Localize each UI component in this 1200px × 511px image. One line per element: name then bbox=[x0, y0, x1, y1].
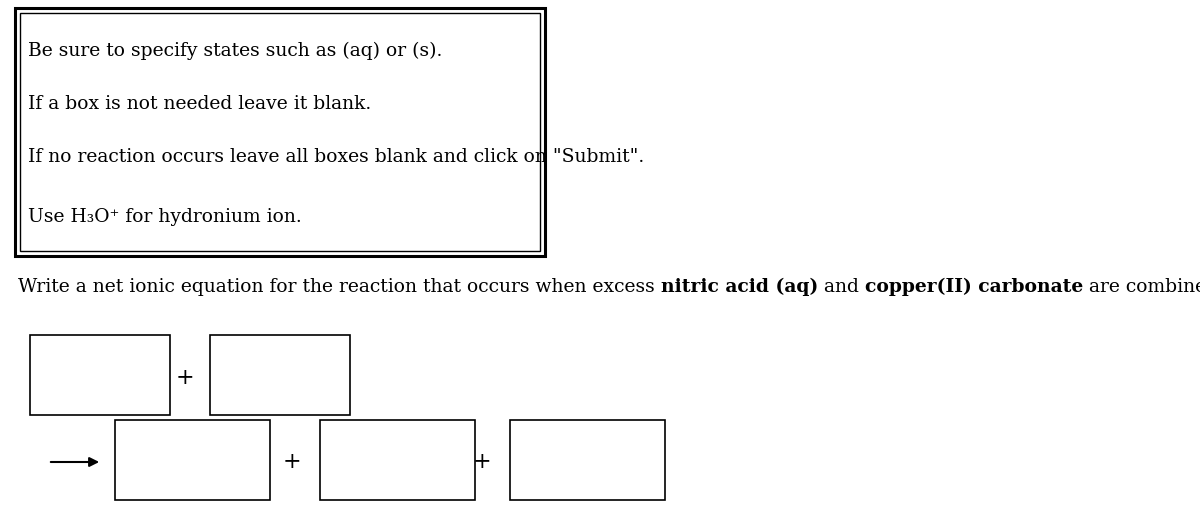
Text: and: and bbox=[818, 278, 865, 296]
Bar bbox=[510, 420, 665, 500]
Bar bbox=[20, 13, 540, 251]
Bar bbox=[320, 420, 475, 500]
Text: are combined.: are combined. bbox=[1084, 278, 1200, 296]
Text: Use H₃O⁺ for hydronium ion.: Use H₃O⁺ for hydronium ion. bbox=[28, 208, 301, 226]
Text: +: + bbox=[175, 367, 194, 389]
Text: If a box is not needed leave it blank.: If a box is not needed leave it blank. bbox=[28, 95, 371, 113]
Text: copper(II) carbonate: copper(II) carbonate bbox=[865, 278, 1084, 296]
Text: nitric acid (aq): nitric acid (aq) bbox=[661, 278, 818, 296]
Text: +: + bbox=[473, 451, 491, 473]
Bar bbox=[115, 420, 270, 500]
Text: +: + bbox=[283, 451, 301, 473]
Text: Write a net ionic equation for the reaction that occurs when excess: Write a net ionic equation for the react… bbox=[18, 278, 661, 296]
Text: If no reaction occurs leave all boxes blank and click on "Submit".: If no reaction occurs leave all boxes bl… bbox=[28, 148, 644, 166]
Bar bbox=[30, 335, 170, 415]
Bar bbox=[14, 8, 545, 256]
Bar bbox=[210, 335, 350, 415]
Text: Be sure to specify states such as (aq) or (s).: Be sure to specify states such as (aq) o… bbox=[28, 42, 443, 60]
